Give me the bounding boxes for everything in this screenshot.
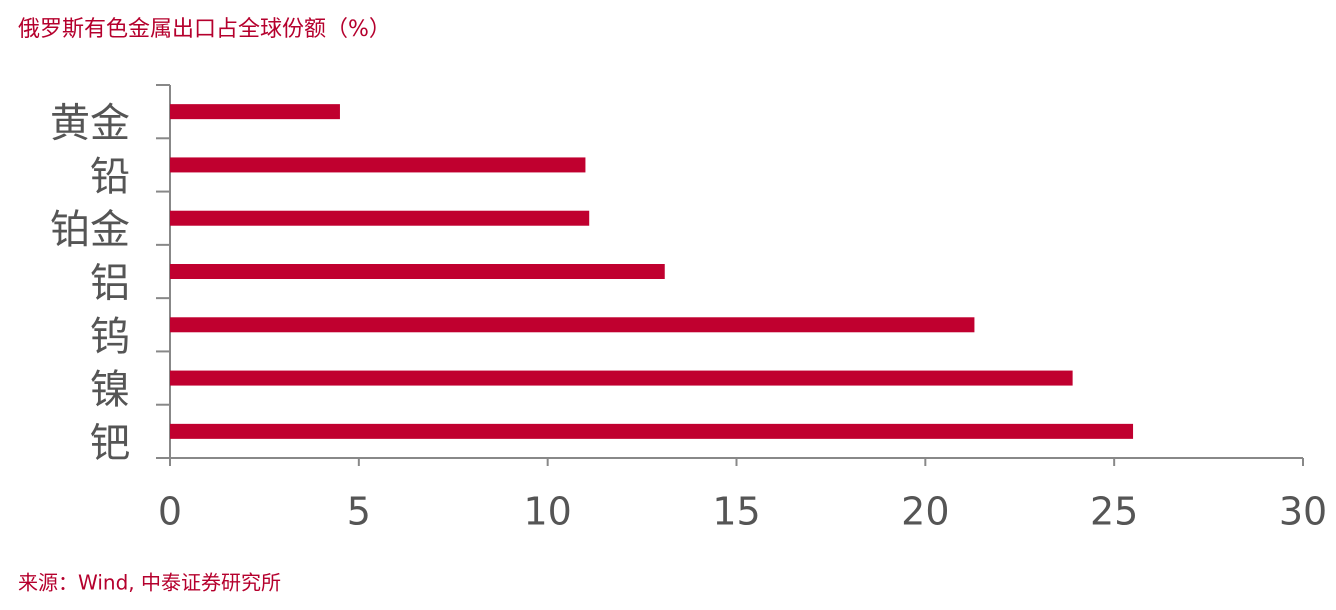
x-tick-label: 25: [1090, 490, 1138, 534]
bar: [170, 104, 340, 120]
y-tick-label: 黄金: [50, 101, 130, 147]
bar: [170, 264, 665, 279]
x-tick-label: 10: [523, 490, 571, 534]
x-tick-label: 30: [1279, 490, 1327, 534]
x-tick-label: 20: [901, 490, 949, 534]
bar: [170, 370, 1073, 386]
bar: [170, 157, 586, 173]
y-tick-label: 钨: [90, 314, 130, 360]
x-tick-label: 15: [712, 490, 760, 534]
x-tick-label: 5: [347, 490, 371, 534]
source-note: 来源：Wind, 中泰证券研究所: [18, 571, 281, 595]
bar: [170, 317, 975, 333]
y-tick-label: 钯: [90, 420, 130, 466]
y-tick-label: 铅: [90, 154, 130, 200]
bar: [170, 423, 1134, 439]
y-tick-label: 铂金: [50, 207, 130, 253]
chart-title: 俄罗斯有色金属出口占全球份额（%）: [18, 17, 391, 42]
bar: [170, 210, 590, 226]
y-tick-label: 镍: [90, 367, 130, 413]
x-tick-label: 0: [158, 490, 182, 534]
y-tick-label: 铝: [90, 261, 130, 307]
